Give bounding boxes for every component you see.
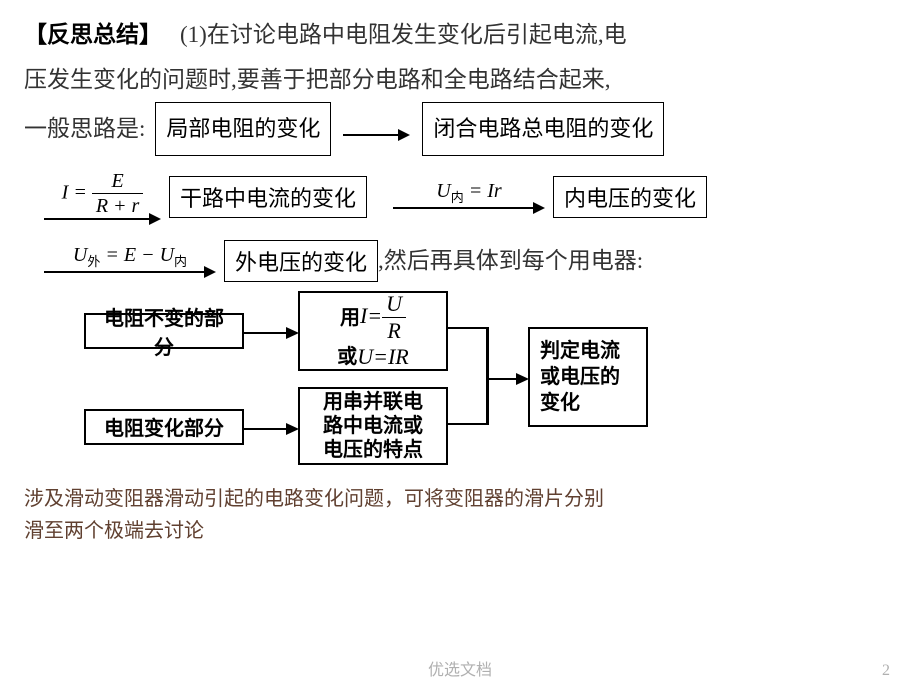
fc-mid2-l3: 电压的特点 [323,438,423,462]
flow-row-3: U外 = E − U内 外电压的变化 ,然后再具体到每个用电器: [24,239,896,283]
para-line1: 在讨论电路中电阻发生变化后引起电流,电 [207,22,627,47]
after-box5-text: ,然后再具体到每个用电器: [378,239,643,283]
fc-mid1-top: U [382,292,406,316]
bottom-line1: 涉及滑动变阻器滑动引起的电路变化问题，可将变阻器的滑片分别 [24,488,604,510]
formula-I-eq: = [68,181,92,203]
fc-arrow-m1 [448,327,488,330]
fc-mid1-frac: UR [382,292,406,344]
fc-arrow-l1 [244,327,299,339]
bottom-note: 涉及滑动变阻器滑动引起的电路变化问题，可将变阻器的滑片分别 滑至两个极端去讨论 [24,483,896,547]
para-line3-prefix: 一般思路是: [24,116,145,141]
fc-mid1-use: 用 [340,306,360,330]
para-line2: 压发生变化的问题时,要善于把部分电路和全电路结合起来, [24,67,611,92]
fc-left-var-resistance: 电阻变化部分 [84,409,244,445]
flow-box-total-resistance: 闭合电路总电阻的变化 [422,102,664,156]
flow-box-inner-voltage: 内电压的变化 [553,176,707,218]
flow-box-outer-voltage: 外电压的变化 [224,240,378,282]
labeled-arrow-I: I = ER + r [44,170,161,226]
tag-open: 【 [24,22,47,47]
fc-arrow-l2 [244,423,299,435]
tag-close: 】 [139,22,162,47]
fc-right-determine: 判定电流 或电压的 变化 [528,327,648,427]
formula-Uout-U: U [73,244,87,266]
fc-mid1-bot: R [383,319,404,343]
formula-Uin-U: U [436,180,450,202]
fc-arrow-m2 [448,423,488,426]
fc-mid1-or: 或 [337,345,357,369]
fc-right-l2: 或电压的 [540,364,620,390]
fc-mid1-UIR: U=IR [357,344,409,370]
flow-box-local-resistance: 局部电阻的变化 [155,102,331,156]
fc-mid2-l2: 路中电流或 [323,414,423,438]
page-number: 2 [882,662,890,680]
flow-row-2: I = ER + r 干路中电流的变化 U内 = Ir 内电压的变化 [24,170,896,226]
formula-I-frac: ER + r [92,170,144,218]
fc-mid-formulas: 用 I=UR 或 U=IR [298,291,448,371]
arrow-1 [343,129,410,141]
fc-arrow-merge [486,373,529,385]
labeled-arrow-Uout: U外 = E − U内 [44,244,216,278]
fc-mid1-line1: 用 I=UR [340,292,406,344]
fc-left2-label: 电阻变化部分 [104,412,224,441]
fc-mid1-line2: 或 U=IR [337,344,409,370]
flowchart: 电阻不变的部分 电阻变化部分 用 I=UR 或 U=IR 用串并联电 路中电流或… [84,291,724,471]
summary-header-row: 【反思总结】 (1)在讨论电路中电阻发生变化后引起电流,电 压发生变化的问题时,… [24,12,896,156]
point-number: (1) [180,22,207,47]
fc-mid-series-parallel: 用串并联电 路中电流或 电压的特点 [298,387,448,465]
flow-box-trunk-current: 干路中电流的变化 [169,176,367,218]
formula-Uout-mid: = E − U [100,244,174,266]
fc-right-l1: 判定电流 [540,338,620,364]
fc-mid2-l1: 用串并联电 [323,390,423,414]
formula-Uin-rest: = Ir [464,180,502,202]
formula-I-top: E [107,170,127,192]
bottom-line2: 滑至两个极端去讨论 [24,520,204,542]
tag-text: 反思总结 [47,22,139,47]
fc-left1-label: 电阻不变的部分 [96,302,232,360]
labeled-arrow-Uin: U内 = Ir [393,180,545,214]
fc-left-const-resistance: 电阻不变的部分 [84,313,244,349]
fc-right-l3: 变化 [540,390,580,416]
formula-I: I = ER + r [62,170,144,218]
fc-mid1-eq: = [367,303,382,328]
footer-center: 优选文档 [0,656,920,680]
